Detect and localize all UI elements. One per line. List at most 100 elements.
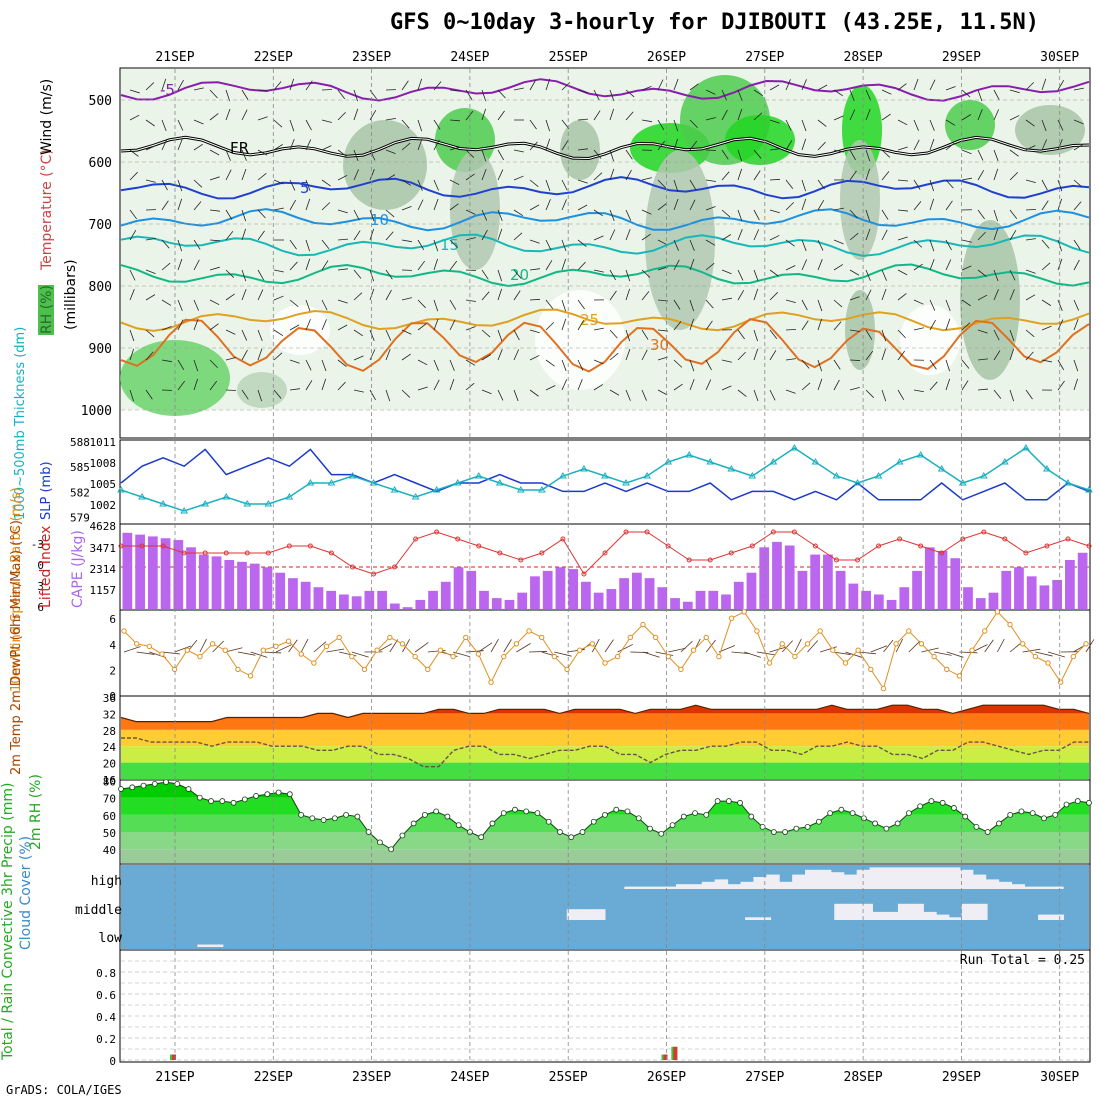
rh-marker bbox=[1007, 811, 1014, 818]
wind-barb bbox=[817, 84, 828, 91]
wind-barb bbox=[625, 149, 633, 160]
cape-bar bbox=[453, 567, 464, 609]
slp-marker bbox=[895, 458, 904, 465]
wind-barb bbox=[673, 78, 679, 91]
wind-barb bbox=[241, 269, 247, 282]
wind-barb bbox=[625, 228, 631, 241]
li-marker bbox=[223, 550, 229, 556]
wind-barb bbox=[593, 327, 604, 331]
rh-marker bbox=[1018, 808, 1025, 815]
wind-barb bbox=[817, 378, 823, 391]
wind-barb-10m bbox=[820, 646, 837, 653]
wind-marker bbox=[133, 641, 140, 647]
wind-barb bbox=[1073, 119, 1084, 125]
wind-barb bbox=[385, 231, 394, 241]
wind-barb bbox=[1025, 351, 1034, 361]
wind-barb bbox=[225, 108, 231, 121]
rh-marker bbox=[996, 820, 1002, 827]
wind-barb bbox=[193, 87, 204, 91]
cloud-bar bbox=[885, 911, 899, 920]
wind-barb bbox=[737, 269, 744, 281]
wind-barb bbox=[225, 231, 234, 241]
wind-barb bbox=[929, 239, 935, 252]
wind-barb bbox=[1009, 269, 1016, 281]
wind-marker bbox=[323, 643, 330, 650]
wind-barb bbox=[577, 299, 585, 310]
cloud-bar bbox=[972, 874, 987, 889]
cape-bar bbox=[835, 570, 846, 609]
wind-barb bbox=[497, 228, 503, 241]
cape-bar bbox=[1052, 579, 1063, 609]
wind-barb-10m bbox=[174, 645, 192, 653]
wind-barb bbox=[193, 259, 200, 271]
cape-bar bbox=[415, 599, 426, 609]
wind-barb bbox=[977, 388, 989, 391]
slp-marker bbox=[916, 451, 925, 458]
cloud-labels: Cloud Cover (%) bbox=[18, 836, 34, 950]
cape-bar bbox=[924, 547, 935, 609]
wind-barb bbox=[753, 209, 760, 221]
wind-barb bbox=[177, 299, 183, 311]
wind-barb bbox=[673, 239, 679, 251]
wind-tick: 2 bbox=[109, 664, 116, 677]
wind-marker bbox=[728, 615, 735, 621]
wind-barb bbox=[1025, 294, 1036, 301]
wind-marker bbox=[830, 647, 836, 653]
wind-barb bbox=[129, 114, 140, 121]
wind-barb bbox=[241, 89, 249, 100]
wind-barb bbox=[785, 239, 795, 247]
wind-barb-10m bbox=[161, 651, 180, 655]
cape-bar bbox=[733, 581, 744, 609]
wind-barb bbox=[897, 293, 907, 301]
cape-bar bbox=[351, 596, 362, 609]
cape-bar bbox=[631, 572, 642, 609]
rh-marker bbox=[376, 839, 383, 846]
wind-barb-10m bbox=[642, 651, 660, 658]
wind-barb bbox=[481, 108, 487, 121]
wind-marker bbox=[450, 653, 456, 660]
rh-marker bbox=[759, 823, 766, 830]
slp-marker bbox=[559, 472, 567, 479]
rh-marker bbox=[939, 799, 946, 806]
wind-barb bbox=[545, 260, 553, 271]
rh-marker bbox=[703, 811, 710, 818]
rh-marker bbox=[320, 817, 327, 823]
rh-marker bbox=[163, 779, 169, 786]
wind-barb bbox=[849, 296, 860, 301]
wind-barb bbox=[273, 143, 284, 151]
wind-barb bbox=[177, 179, 183, 192]
wind-barb bbox=[449, 378, 455, 391]
wind-barb bbox=[737, 149, 743, 162]
li-marker bbox=[791, 529, 797, 535]
precip-layer: 0.8 0.6 0.4 0.2 0 bbox=[96, 960, 1089, 1068]
cloud-bar bbox=[1037, 886, 1051, 889]
wind-barb bbox=[881, 329, 887, 342]
wind-barbs-layer bbox=[129, 78, 1084, 402]
wind-barb bbox=[833, 149, 844, 153]
wind-barb bbox=[897, 389, 905, 401]
li-marker bbox=[1002, 536, 1008, 542]
wind-barb-10m bbox=[718, 645, 736, 653]
wind-barb bbox=[129, 289, 135, 301]
wind-barb bbox=[721, 209, 731, 218]
wind-marker bbox=[754, 628, 760, 634]
slp-tick: 1002 bbox=[90, 499, 117, 512]
wind-barb bbox=[625, 269, 631, 282]
wind-barb bbox=[257, 230, 265, 241]
rh-marker bbox=[827, 810, 834, 817]
cloud-bar bbox=[985, 879, 1000, 889]
wind-barb bbox=[513, 290, 521, 301]
wind-barb bbox=[289, 179, 296, 191]
cape-bar bbox=[135, 534, 145, 609]
wind-barb bbox=[465, 209, 476, 215]
wind-barb bbox=[609, 269, 616, 281]
li-marker bbox=[833, 557, 839, 563]
wind-barb bbox=[545, 359, 555, 367]
wind-barb bbox=[769, 389, 776, 401]
wind-barb bbox=[305, 258, 311, 271]
precip-conv-bar bbox=[172, 1054, 176, 1060]
wind-barb bbox=[817, 119, 827, 127]
cloud-cover-label: Cloud Cover (%) bbox=[18, 836, 34, 950]
wind-barb bbox=[545, 385, 556, 391]
slp-marker bbox=[1043, 465, 1051, 472]
